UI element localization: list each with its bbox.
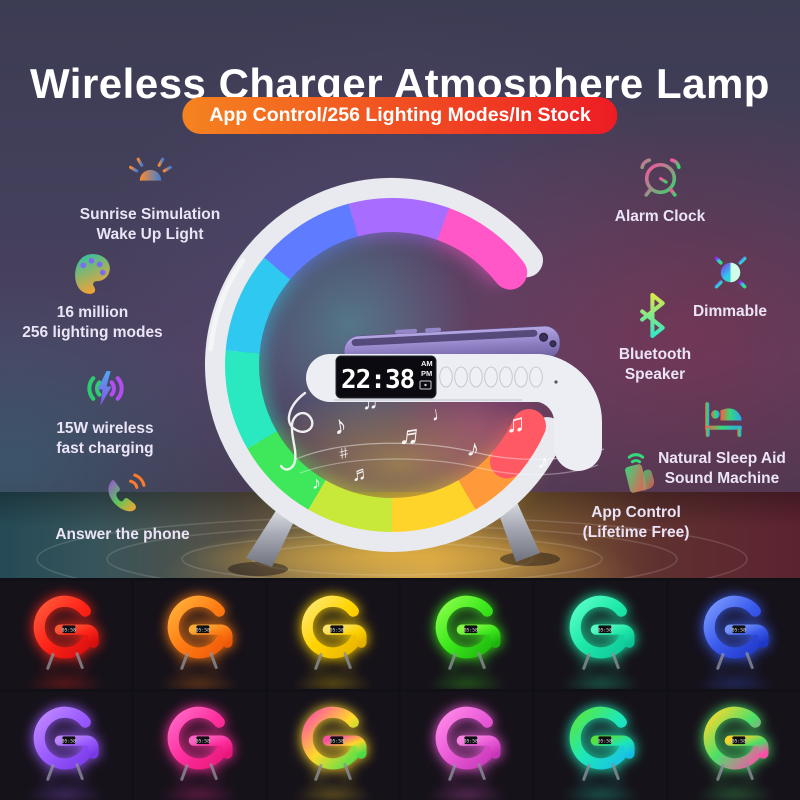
feature-label: Dimmable bbox=[692, 303, 768, 320]
gallery-photo-orchid: 05:58 bbox=[401, 692, 533, 800]
feature-lighting-modes: 16 million 256 lighting modes bbox=[10, 246, 175, 344]
palette-icon bbox=[68, 246, 117, 298]
music-note-icon: ♬ bbox=[350, 462, 372, 486]
clock-am-label: AM bbox=[421, 359, 433, 368]
bed-icon bbox=[698, 392, 747, 444]
feature-app-control: App Control (Lifetime Free) bbox=[556, 446, 716, 544]
clock-alarm-indicator-icon bbox=[419, 380, 432, 390]
feature-label: Bluetooth bbox=[618, 346, 692, 363]
clock-time: 22:38 bbox=[341, 365, 415, 395]
feature-label: 256 lighting modes bbox=[22, 324, 163, 342]
feature-answer-phone: Answer the phone bbox=[40, 468, 205, 545]
dimmable-icon bbox=[706, 245, 755, 297]
mini-clock: 05:58 bbox=[330, 627, 344, 633]
charger-deck bbox=[306, 354, 602, 471]
mini-clock: 05:58 bbox=[597, 738, 611, 744]
clock-pm-label: PM bbox=[421, 369, 432, 378]
g-lamp-product-photo: ♪ ♫ ♬ ♩ ♪ ♫ ♪ ♬ ♪ # bbox=[36, 177, 748, 578]
feature-label: Natural Sleep Aid bbox=[658, 450, 786, 467]
lamp-ring-body bbox=[205, 177, 565, 552]
gallery-photo-magenta: 05:58 bbox=[133, 692, 265, 800]
feature-label: (Lifetime Free) bbox=[582, 524, 690, 542]
mini-clock: 05:58 bbox=[196, 627, 210, 633]
phone-icon bbox=[98, 468, 147, 520]
gallery-photo-rainbow: 05:58 bbox=[267, 692, 399, 800]
feature-label: Speaker bbox=[624, 366, 686, 384]
feature-bluetooth-speaker: Bluetooth Speaker bbox=[577, 288, 733, 386]
music-note-icon: ♪ bbox=[312, 473, 321, 493]
bluetooth-icon bbox=[631, 288, 680, 340]
gallery-photo-yellow: 05:58 bbox=[267, 581, 399, 689]
music-note-icon: ♬ bbox=[397, 418, 428, 452]
mini-clock: 05:58 bbox=[731, 627, 745, 633]
gallery-photo-green: 05:58 bbox=[401, 581, 533, 689]
feature-sleep-aid: Natural Sleep Aid Sound Machine bbox=[645, 392, 799, 490]
stock-badge: App Control/256 Lighting Modes/In Stock bbox=[182, 97, 618, 134]
clock-display: 22:38 AM PM bbox=[335, 355, 437, 399]
gallery-photo-green-cyan: 05:58 bbox=[535, 692, 667, 800]
mini-clock: 05:58 bbox=[330, 738, 344, 744]
g-lamp-mini: 05:58 bbox=[301, 706, 367, 781]
mini-clock: 05:58 bbox=[62, 738, 76, 744]
phone-side-button bbox=[395, 328, 418, 334]
sunrise-icon bbox=[126, 148, 175, 200]
gallery-photo-teal: 05:58 bbox=[535, 581, 667, 689]
g-lamp-mini: 05:58 bbox=[301, 595, 367, 670]
mini-clock: 05:58 bbox=[731, 738, 745, 744]
mini-clock: 05:58 bbox=[464, 627, 478, 633]
control-buttons[interactable] bbox=[439, 366, 543, 388]
g-lamp-mini: 05:58 bbox=[435, 595, 501, 670]
gallery-photo-purple: 05:58 bbox=[0, 692, 131, 800]
feature-dimmable: Dimmable bbox=[660, 245, 800, 322]
music-note-icon: ♫ bbox=[506, 408, 526, 438]
app-control-icon bbox=[612, 446, 661, 498]
g-lamp-mini: 05:58 bbox=[703, 706, 769, 781]
floor-light-pool bbox=[182, 529, 602, 578]
mini-clock: 05:58 bbox=[597, 627, 611, 633]
music-note-icon: ♪ bbox=[331, 409, 349, 441]
g-lamp-mini: 05:58 bbox=[34, 706, 99, 781]
g-lamp-mini: 05:58 bbox=[435, 706, 501, 781]
gallery-photo-red: 05:58 bbox=[0, 581, 131, 689]
gallery-photo-orange: 05:58 bbox=[133, 581, 265, 689]
hero-section: Wireless Charger Atmosphere Lamp App Con… bbox=[0, 0, 800, 578]
mini-clock: 05:58 bbox=[196, 738, 210, 744]
feature-label: fast charging bbox=[56, 440, 154, 458]
music-note-icon: ♪ bbox=[465, 434, 482, 463]
feature-label: 16 million bbox=[56, 304, 129, 321]
rgb-ring bbox=[225, 197, 546, 532]
feature-label: 15W wireless bbox=[56, 420, 154, 437]
g-lamp-mini: 05:58 bbox=[34, 595, 99, 670]
g-lamp-mini: 05:58 bbox=[703, 595, 769, 670]
feature-label: Wake Up Light bbox=[96, 226, 204, 244]
alarm-clock-icon bbox=[636, 150, 685, 202]
color-gallery: 05:58 05:58 05:5 bbox=[0, 578, 800, 800]
treble-clef-icon bbox=[279, 391, 314, 471]
wireless-charging-icon bbox=[81, 362, 130, 414]
mini-clock: 05:58 bbox=[62, 627, 76, 633]
g-lamp-mini: 05:58 bbox=[569, 706, 635, 781]
feature-label: Sunrise Simulation bbox=[79, 206, 221, 223]
gallery-photo-rainbow-2: 05:58 bbox=[669, 692, 800, 800]
g-lamp-mini: 05:58 bbox=[569, 595, 635, 670]
g-lamp-mini: 05:58 bbox=[167, 706, 233, 781]
mini-clock: 05:58 bbox=[464, 738, 478, 744]
gallery-photo-blue: 05:58 bbox=[669, 581, 800, 689]
music-note-icon: ♩ bbox=[430, 401, 453, 426]
phone-side-button bbox=[425, 327, 442, 333]
feature-label: Answer the phone bbox=[55, 526, 190, 543]
feature-label: App Control bbox=[591, 504, 681, 521]
phone-camera-icon bbox=[539, 332, 549, 342]
feature-label: Alarm Clock bbox=[614, 208, 706, 225]
g-lamp-mini: 05:58 bbox=[167, 595, 233, 670]
feature-alarm-clock: Alarm Clock bbox=[575, 150, 745, 227]
feature-fast-charging: 15W wireless fast charging bbox=[22, 362, 188, 460]
feature-sunrise: Sunrise Simulation Wake Up Light bbox=[65, 148, 235, 246]
mic-hole-icon bbox=[554, 380, 558, 384]
phone-camera-icon bbox=[549, 340, 557, 348]
feature-label: Sound Machine bbox=[664, 470, 780, 488]
ring-highlight bbox=[208, 258, 246, 352]
